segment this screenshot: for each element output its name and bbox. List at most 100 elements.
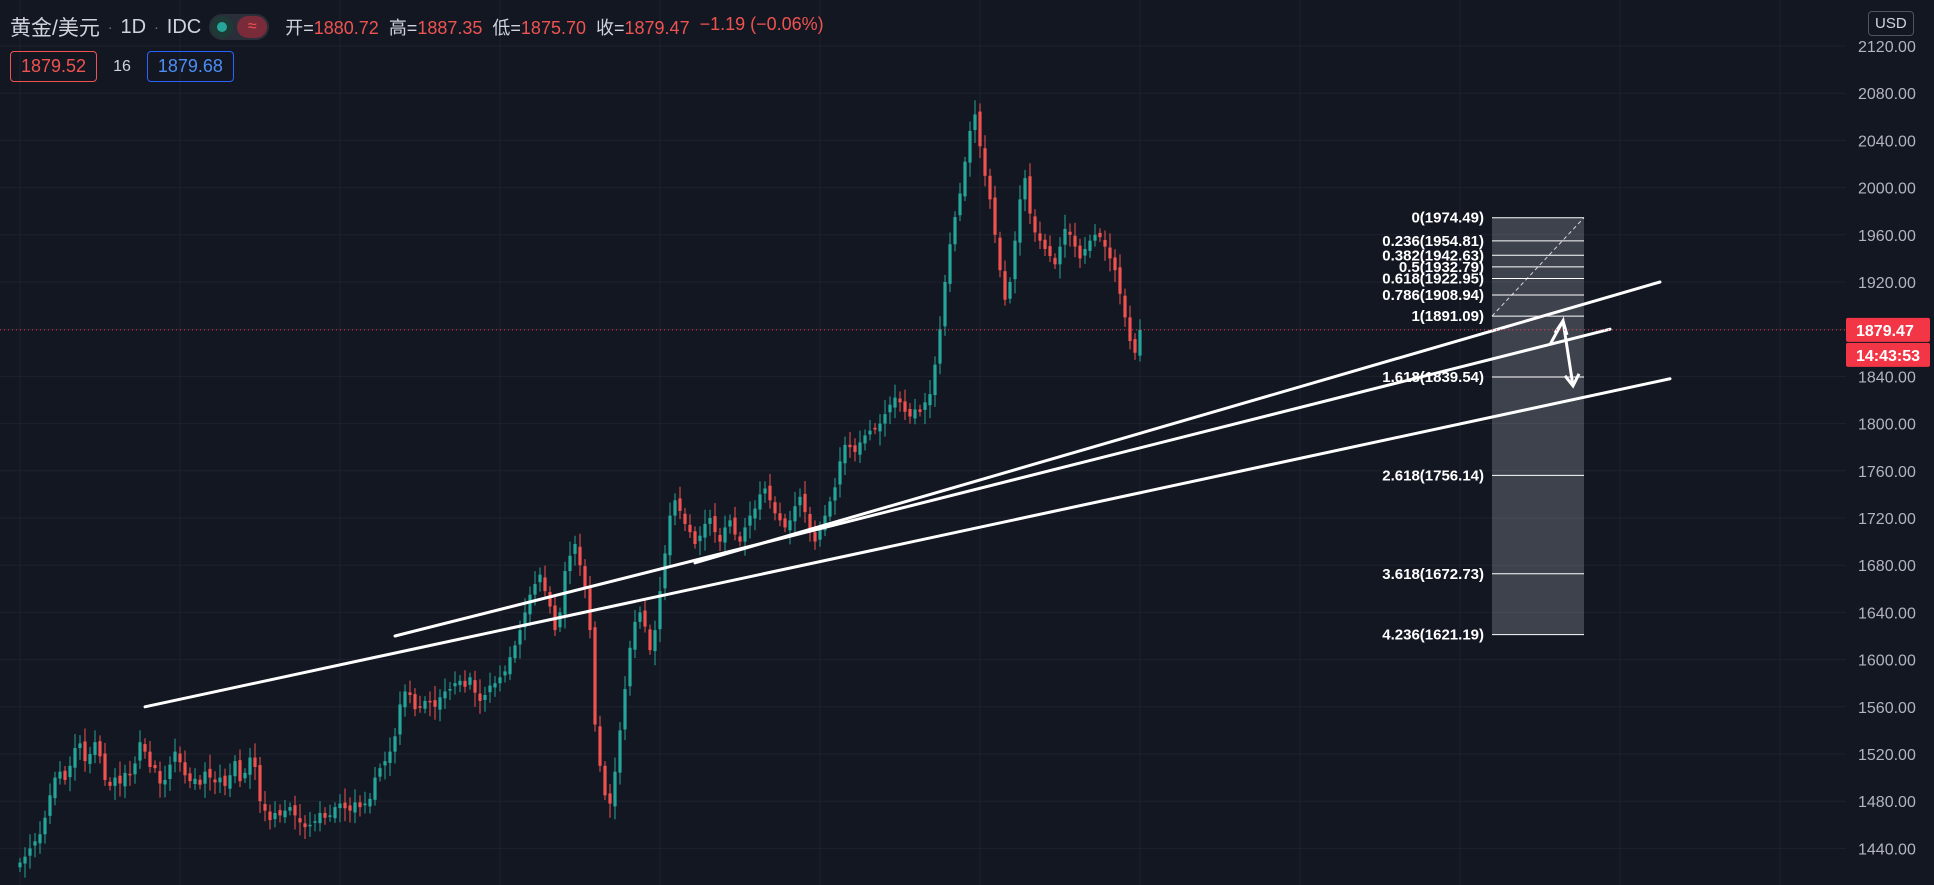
last-price-tag [1846,317,1930,342]
candle-body [1103,239,1107,247]
candle-body [803,493,807,513]
candle-body [733,517,737,535]
candle-body [53,777,57,799]
market-open-icon [211,16,234,38]
candle-body [63,770,67,780]
candle-body [873,427,877,430]
candle-body [778,513,782,521]
symbol-name[interactable]: 黄金/美元 [10,17,100,40]
candle-body [178,753,182,763]
candle-body [323,813,327,818]
axis-tick-label: 2080.00 [1858,86,1916,103]
candle-body [278,810,282,816]
candle-body [838,461,842,485]
axis-tick-label: 2000.00 [1858,181,1916,198]
candle-body [923,402,927,410]
candle-body [203,771,207,784]
candle-body [888,404,892,413]
candle-body [233,761,237,777]
fib-level-label: 0.5(1932.79) [1399,259,1484,276]
symbol-header: 黄金/美元 · 1D · IDC ≈ 开=1880.72 高=1887.35 低… [10,12,824,42]
candle-body [853,445,857,452]
candle-body [753,508,757,519]
candle-body [428,700,432,703]
candle-body [1108,247,1112,259]
candle-body [623,689,627,730]
candle-body [83,741,87,762]
axis-tick-label: 1520.00 [1858,747,1916,764]
candle-body [208,768,212,778]
candle-body [908,408,912,417]
candle-body [173,751,177,762]
candle-body [628,647,632,687]
candle-body [413,694,417,710]
candle-body [758,494,762,510]
candle-body [653,630,657,652]
candle-body [168,764,172,780]
candle-body [188,773,192,782]
arrow-head [1553,317,1569,336]
market-status-toggle[interactable]: ≈ [209,14,270,40]
candle-body [1118,267,1122,294]
candle-body [808,513,812,533]
candle-body [608,793,612,804]
candle-body [543,577,547,592]
candle-body [423,700,427,709]
candle-body [373,777,377,800]
grid [0,0,1846,885]
candle-body [533,584,537,595]
countdown-label: 14:43:53 [1856,348,1920,365]
candle-body [433,700,437,707]
trendlines [143,280,1672,709]
fib-trend-line [1491,217,1585,317]
candle-body [718,534,722,542]
candle-body [1038,233,1042,241]
candle-body [613,771,617,807]
candle-body [393,736,397,752]
candle-body [538,574,542,583]
candle-body [683,513,687,524]
candle-body [1033,216,1037,233]
axis-tick-label: 1800.00 [1858,417,1916,434]
currency-button[interactable]: USD [1868,11,1914,36]
candle-body [943,282,947,327]
candle-body [443,691,447,699]
axis-tick-label: 1560.00 [1858,700,1916,717]
candle-body [743,527,747,542]
candle-body [418,706,422,708]
price-axis: 2120.00 2080.00 2040.00 2000.00 1960.00 1920.… [1846,0,1934,885]
axis-tick-label: 2040.00 [1858,133,1916,150]
interval-label[interactable]: 1D [120,15,147,38]
buy-button[interactable]: 1879.68 [146,51,234,82]
candle-body [918,409,922,412]
candle-body [438,697,442,710]
candle-body [893,397,897,408]
fib-level-label: 0.786(1908.94) [1382,287,1484,304]
candle-body [488,685,492,693]
candle-body [688,524,692,533]
candle-body [73,748,77,768]
fibonacci-tool: 0(1974.49)0.236(1954.81)0.382(1942.63)0.… [1382,210,1585,644]
candle-body [638,612,642,622]
candle-body [353,802,357,813]
candle-body [858,442,862,455]
fib-level-label: 0.236(1954.81) [1382,233,1484,250]
candle-body [933,364,937,396]
candle-body [508,657,512,675]
candle-body [283,810,287,818]
candle-body [723,527,727,543]
candle-body [668,515,672,556]
candle-body [788,520,792,531]
candle-body [103,753,107,780]
candle-body [558,612,562,628]
candle-body [88,754,92,764]
candle-body [903,401,907,412]
axis-tick-label: 1760.00 [1858,464,1916,481]
candle-body [1023,178,1027,200]
candle-body [1093,234,1097,241]
candle-body [243,772,247,779]
sell-button[interactable]: 1879.52 [10,51,98,82]
candle-body [328,815,332,817]
candle-body [33,841,37,846]
